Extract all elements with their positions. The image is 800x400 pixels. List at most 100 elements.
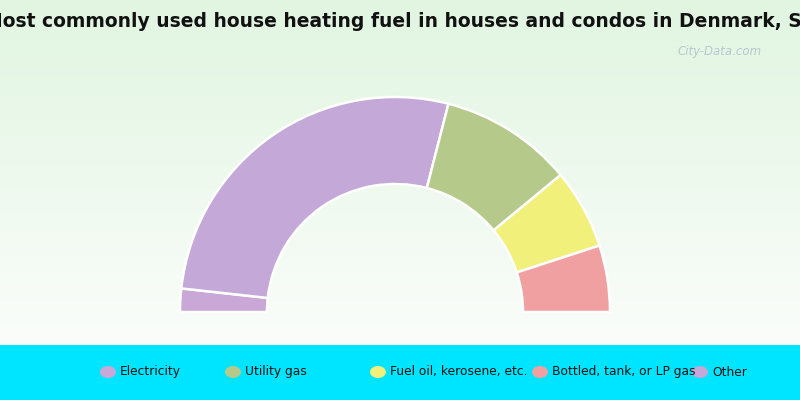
Bar bbox=[0, 136, 800, 138]
Bar bbox=[0, 13, 800, 16]
Bar bbox=[0, 176, 800, 178]
Bar bbox=[0, 168, 800, 171]
Bar bbox=[0, 84, 800, 86]
Bar bbox=[0, 248, 800, 250]
Text: City-Data.com: City-Data.com bbox=[678, 45, 762, 58]
Bar bbox=[0, 80, 800, 83]
Bar bbox=[0, 172, 800, 174]
Bar bbox=[0, 312, 800, 314]
Bar bbox=[0, 165, 800, 167]
Bar bbox=[0, 105, 800, 107]
Bar bbox=[0, 184, 800, 186]
Bar bbox=[0, 238, 800, 240]
Bar bbox=[0, 289, 800, 292]
Bar bbox=[0, 32, 800, 34]
Bar bbox=[0, 258, 800, 260]
Bar bbox=[0, 41, 800, 43]
Bar bbox=[0, 100, 800, 102]
Bar bbox=[0, 117, 800, 119]
Bar bbox=[0, 208, 800, 210]
Bar bbox=[0, 132, 800, 134]
Bar bbox=[0, 284, 800, 286]
Bar bbox=[0, 5, 800, 7]
Bar bbox=[0, 103, 800, 105]
Bar bbox=[0, 122, 800, 124]
Bar bbox=[0, 44, 800, 46]
Bar bbox=[0, 181, 800, 183]
Bar bbox=[0, 305, 800, 307]
Bar bbox=[0, 314, 800, 316]
Ellipse shape bbox=[692, 366, 708, 378]
Bar bbox=[0, 174, 800, 176]
Bar bbox=[0, 215, 800, 217]
Text: Bottled, tank, or LP gas: Bottled, tank, or LP gas bbox=[552, 366, 695, 378]
Bar bbox=[0, 163, 800, 166]
Bar bbox=[0, 198, 800, 200]
Bar bbox=[0, 153, 800, 155]
Bar bbox=[0, 93, 800, 95]
Bar bbox=[0, 79, 800, 81]
Bar bbox=[0, 160, 800, 162]
Bar bbox=[0, 20, 800, 22]
Bar bbox=[0, 151, 800, 154]
Bar bbox=[0, 101, 800, 104]
Bar bbox=[0, 91, 800, 93]
Bar bbox=[0, 60, 800, 62]
Bar bbox=[0, 88, 800, 90]
Bar bbox=[0, 244, 800, 247]
Bar bbox=[0, 50, 800, 52]
Bar bbox=[0, 291, 800, 293]
Bar bbox=[0, 170, 800, 172]
Bar bbox=[0, 74, 800, 76]
Bar bbox=[0, 63, 800, 66]
Wedge shape bbox=[494, 175, 599, 272]
Bar bbox=[0, 300, 800, 302]
Bar bbox=[0, 127, 800, 129]
Bar bbox=[0, 281, 800, 283]
Bar bbox=[0, 139, 800, 142]
Bar bbox=[0, 277, 800, 280]
Bar bbox=[0, 118, 800, 121]
Bar bbox=[0, 94, 800, 97]
Bar bbox=[0, 189, 800, 192]
Bar bbox=[0, 282, 800, 285]
Bar bbox=[0, 232, 800, 234]
Bar bbox=[0, 320, 800, 322]
Bar bbox=[0, 106, 800, 109]
Bar bbox=[0, 43, 800, 45]
Bar bbox=[0, 34, 800, 36]
Ellipse shape bbox=[100, 366, 116, 378]
Bar bbox=[0, 112, 800, 114]
Bar bbox=[0, 150, 800, 152]
Bar bbox=[0, 265, 800, 267]
Bar bbox=[0, 113, 800, 116]
Bar bbox=[0, 308, 800, 310]
Bar bbox=[0, 319, 800, 321]
Text: Most commonly used house heating fuel in houses and condos in Denmark, SC: Most commonly used house heating fuel in… bbox=[0, 12, 800, 31]
Bar bbox=[0, 205, 800, 207]
Bar bbox=[0, 8, 800, 10]
Bar bbox=[0, 24, 800, 26]
Bar bbox=[0, 108, 800, 110]
Bar bbox=[0, 155, 800, 157]
Bar bbox=[0, 298, 800, 300]
Bar bbox=[0, 267, 800, 269]
Bar bbox=[0, 206, 800, 209]
Bar bbox=[0, 272, 800, 274]
Bar bbox=[0, 229, 800, 231]
Bar bbox=[0, 201, 800, 204]
Bar bbox=[0, 55, 800, 57]
Bar bbox=[0, 317, 800, 319]
Bar bbox=[0, 6, 800, 9]
Bar bbox=[0, 222, 800, 224]
Bar bbox=[0, 10, 800, 12]
Bar bbox=[0, 236, 800, 238]
Bar bbox=[0, 143, 800, 145]
Bar bbox=[0, 296, 800, 298]
Text: Utility gas: Utility gas bbox=[245, 366, 306, 378]
Bar bbox=[0, 231, 800, 233]
Text: Fuel oil, kerosene, etc.: Fuel oil, kerosene, etc. bbox=[390, 366, 527, 378]
Bar bbox=[0, 218, 800, 221]
Bar bbox=[0, 12, 800, 14]
Bar bbox=[0, 341, 800, 343]
